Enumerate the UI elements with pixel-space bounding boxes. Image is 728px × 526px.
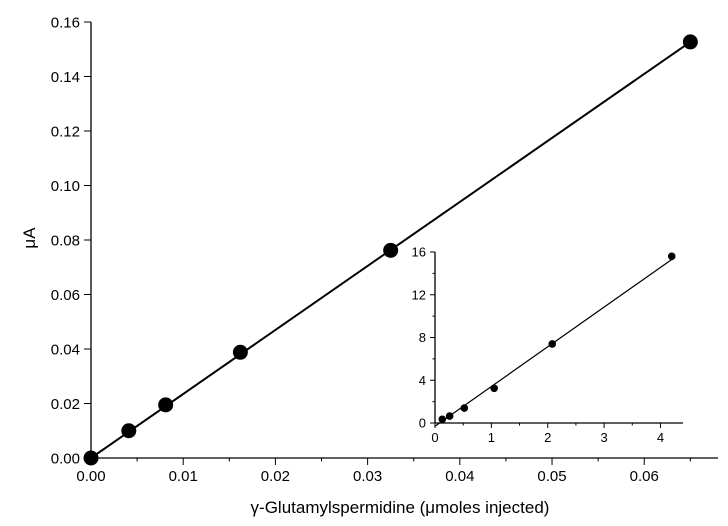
- main-x-tick-label: 0.04: [445, 468, 474, 485]
- main-y-tick-label: 0.00: [51, 450, 80, 467]
- inset-y-tick-label: 8: [419, 330, 426, 345]
- main-x-tick-label: 0.03: [353, 468, 382, 485]
- main-plot: 0.00 0.01 0.02 0.03 0.04 0.05 0.06 0.00 0.02 0.04…: [51, 14, 718, 485]
- inset-x-tick-label: 2: [544, 430, 551, 445]
- inset-data-point: [490, 384, 498, 393]
- inset-y-tick-label: 0: [419, 416, 426, 431]
- main-y-tick-label: 0.02: [51, 396, 80, 413]
- inset-data-point: [548, 340, 557, 348]
- y-axis-title: μA: [20, 227, 39, 249]
- inset-x-tick-label: 0: [431, 430, 438, 445]
- inset-y-tick-label: 4: [419, 373, 426, 388]
- main-y-tick-label: 0.16: [51, 14, 80, 31]
- main-x-tick-label: 0.00: [76, 468, 105, 485]
- main-y-tick-label: 0.08: [51, 232, 80, 249]
- main-y-tick-label: 0.06: [51, 287, 80, 304]
- inset-x-tick-label: 1: [488, 430, 495, 445]
- inset-y-tick-label: 16: [412, 245, 426, 260]
- main-data-point: [158, 397, 174, 413]
- inset-x-tick-label: 4: [657, 430, 664, 445]
- x-axis-title: γ-Glutamylspermidine (μmoles injected): [251, 498, 550, 517]
- main-y-tick-label: 0.04: [51, 341, 80, 358]
- main-data-point: [121, 423, 137, 439]
- inset-x-tick-label: 3: [600, 430, 607, 445]
- main-data-point: [682, 34, 698, 50]
- main-x-tick-label: 0.05: [537, 468, 566, 485]
- inset-data-point: [445, 412, 454, 420]
- inset-data-point: [667, 252, 676, 261]
- main-x-tick-label: 0.01: [169, 468, 198, 485]
- main-data-point: [232, 344, 248, 360]
- main-y-tick-label: 0.10: [51, 178, 80, 195]
- main-y-tick-label: 0.12: [51, 123, 80, 140]
- main-data-point: [83, 450, 99, 466]
- inset-data-point: [438, 415, 447, 424]
- inset-y-tick-label: 12: [412, 287, 426, 302]
- inset-data-point: [460, 404, 469, 412]
- main-x-tick-label: 0.06: [630, 468, 659, 485]
- main-y-tick-label: 0.14: [51, 69, 80, 86]
- main-data-point: [383, 242, 399, 258]
- main-x-tick-label: 0.02: [261, 468, 290, 485]
